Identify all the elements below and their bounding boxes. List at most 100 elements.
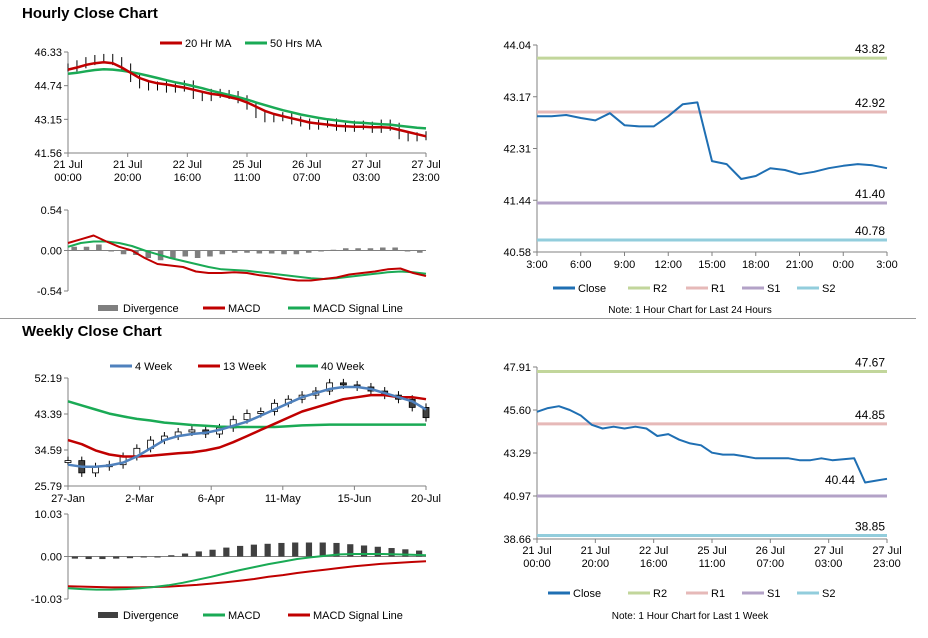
hourly-price-xtick-label: 11:00 (234, 172, 261, 184)
hourly-price-xtick-label: 26 Jul (292, 159, 321, 171)
weekly-divergence-bar (85, 556, 92, 560)
weekly-divergence-bar (333, 542, 340, 557)
weekly-section-title: Weekly Close Chart (22, 323, 162, 340)
weekly-price-xtick-label: 2-Mar (125, 493, 154, 505)
weekly-divergence-bar (278, 542, 285, 557)
hourly-divergence-bar (194, 250, 201, 258)
weekly-levels-xtick-label: 11:00 (699, 558, 726, 570)
hourly-levels-legend-s1-label: S1 (767, 283, 780, 295)
hourly-legend-ma50-label: 50 Hrs MA (270, 38, 323, 50)
hourly-levels-xtick-label: 0:00 (833, 259, 854, 271)
hourly-price-xtick-label: 23:00 (412, 172, 440, 184)
hourly-divergence-bar (71, 246, 77, 251)
weekly-divergence-bar (292, 542, 299, 557)
hourly-level-r2-label: 43.82 (855, 42, 885, 56)
weekly-level-s1-label: 40.44 (825, 473, 855, 487)
weekly-divergence-bar (168, 555, 175, 557)
hourly-level-s2-label: 40.78 (855, 224, 885, 238)
hourly-level-r1-label: 42.92 (855, 96, 885, 110)
hourly-price-ytick-label: 41.56 (34, 148, 62, 160)
hourly-level-s1-label: 41.40 (855, 187, 885, 201)
weekly-levels-xtick-label: 27 Jul (872, 545, 901, 557)
weekly-price-candle (243, 413, 251, 421)
weekly-price-candle (339, 382, 347, 386)
hourly-divergence-bar (367, 248, 374, 251)
hourly-ma20-line (67, 60, 427, 138)
weekly-divergence-bar (223, 547, 230, 557)
hourly-section-title: Hourly Close Chart (22, 5, 158, 22)
hourly-levels-xtick-label: 15:00 (698, 259, 726, 271)
hourly-price-xtick-label: 21 Jul (113, 159, 142, 171)
weekly-divergence-bar (250, 544, 257, 557)
hourly-legend-divergence-label: Divergence (123, 303, 179, 315)
hourly-price-xtick-label: 22 Jul (173, 159, 202, 171)
weekly-legend-divergence-swatch (98, 612, 118, 618)
weekly-legend-macd-label: MACD (228, 610, 260, 622)
hourly-divergence-bar (108, 250, 114, 252)
hourly-divergence-bar (231, 250, 238, 253)
hourly-divergence-bar (96, 244, 102, 251)
weekly-legend-signal-label: MACD Signal Line (313, 610, 403, 622)
hourly-divergence-bar (182, 250, 189, 257)
hourly-divergence-bar (380, 247, 386, 251)
weekly-close-line (536, 405, 888, 484)
hourly-levels-ytick-label: 40.58 (503, 247, 531, 259)
weekly-divergence-bar (126, 556, 134, 559)
weekly-divergence-bar (113, 556, 120, 559)
hourly-price-xtick-label: 20:00 (114, 172, 142, 184)
weekly-levels-xtick-label: 16:00 (640, 558, 668, 570)
hourly-signal-line (67, 240, 427, 280)
hourly-levels-legend-s2-label: S2 (822, 283, 835, 295)
weekly-divergence-bar (374, 546, 381, 557)
weekly-divergence-bar (319, 542, 326, 557)
hourly-divergence-bar (330, 249, 337, 251)
hourly-levels-xtick-label: 6:00 (570, 259, 591, 271)
weekly-levels-xtick-label: 07:00 (757, 558, 785, 570)
hourly-ma50-line (67, 67, 427, 130)
hourly-divergence-bar (256, 250, 263, 254)
hourly-levels-xtick-label: 18:00 (742, 259, 770, 271)
weekly-divergence-bar (237, 545, 244, 557)
weekly-levels-xtick-label: 21 Jul (581, 545, 610, 557)
hourly-levels-ytick-label: 44.04 (503, 40, 531, 52)
weekly-price-ytick-label: 52.19 (34, 373, 62, 385)
weekly-price-candle (257, 411, 265, 414)
weekly-divergence-bar (264, 543, 271, 557)
weekly-levels-xtick-label: 20:00 (582, 558, 610, 570)
weekly-divergence-bar (71, 556, 78, 559)
hourly-levels-xtick-label: 12:00 (654, 259, 682, 271)
weekly-price-xtick-label: 15-Jun (338, 493, 372, 505)
weekly-macd-ytick-label: -10.03 (31, 594, 62, 606)
hourly-levels-legend-r1-label: R1 (711, 283, 725, 295)
hourly-divergence-bar (207, 250, 213, 257)
weekly-legend-40week-label: 40 Week (321, 361, 365, 373)
hourly-legend-divergence-swatch (98, 305, 118, 311)
weekly-level-r2-label: 47.67 (855, 355, 885, 369)
weekly-levels-ytick-label: 40.97 (503, 491, 531, 503)
hourly-price-xtick-label: 07:00 (293, 172, 321, 184)
weekly-levels-legend-close-label: Close (573, 588, 601, 600)
weekly-price-xtick-label: 27-Jan (51, 493, 85, 505)
weekly-price-ytick-label: 25.79 (34, 481, 62, 493)
weekly-levels-note: Note: 1 Hour Chart for Last 1 Week (612, 611, 770, 622)
weekly-levels-xtick-label: 22 Jul (639, 545, 668, 557)
hourly-macd-ytick-label: 0.00 (41, 246, 62, 258)
hourly-price-xtick-label: 27 Jul (411, 159, 440, 171)
hourly-divergence-bar (355, 248, 361, 251)
weekly-price-ytick-label: 43.39 (34, 409, 62, 421)
hourly-divergence-bar (305, 250, 312, 253)
weekly-levels-ytick-label: 43.29 (503, 448, 531, 460)
hourly-divergence-bar (120, 250, 127, 255)
weekly-levels-xtick-label: 00:00 (523, 558, 551, 570)
weekly-divergence-bar (209, 549, 216, 557)
weekly-divergence-bar (416, 550, 423, 557)
weekly-divergence-bar (360, 545, 368, 557)
weekly-levels-xtick-label: 26 Jul (756, 545, 785, 557)
section-divider (0, 318, 916, 319)
hourly-divergence-bar (392, 247, 398, 251)
weekly-divergence-bar (388, 548, 395, 557)
weekly-divergence-bar (181, 553, 189, 557)
weekly-levels-xtick-label: 23:00 (873, 558, 901, 570)
weekly-divergence-bar (195, 551, 202, 557)
